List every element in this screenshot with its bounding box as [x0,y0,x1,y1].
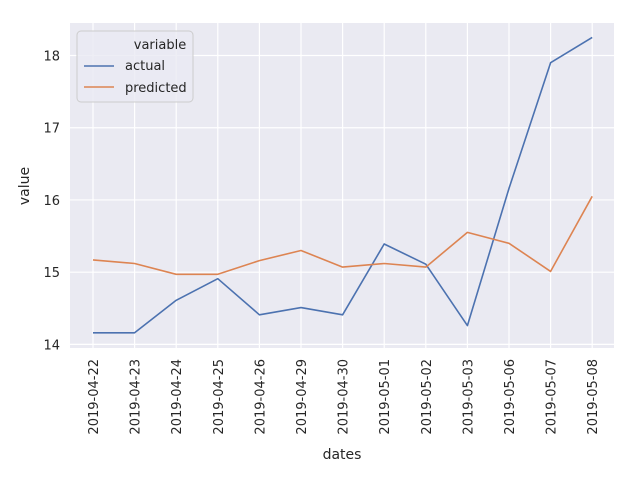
x-tick-label: 2019-04-22 [87,359,102,435]
x-tick-label: 2019-05-06 [503,359,518,435]
x-tick-label: 2019-05-08 [586,359,601,435]
x-tick-label: 2019-04-26 [253,359,268,435]
x-tick-label: 2019-05-01 [378,359,393,435]
x-tick-label: 2019-04-29 [295,359,310,435]
y-tick-label: 18 [43,50,60,65]
y-tick-label: 16 [43,194,60,209]
x-tick-label: 2019-05-03 [461,359,476,435]
y-tick-label: 14 [43,338,60,353]
legend: variable actual predicted [76,30,194,103]
x-tick-labels: 2019-04-22 2019-04-23 2019-04-24 2019-04-25… [87,359,601,435]
series-line-actual [93,36,593,334]
x-tick-label: 2019-04-23 [129,359,144,435]
y-axis-label: value [17,167,33,205]
series-lines [92,36,593,334]
legend-entry-predicted: predicted [125,81,187,96]
series-line-predicted [92,195,593,276]
y-tick-label: 15 [43,266,60,281]
x-axis-label: dates [323,447,362,463]
x-tick-label: 2019-05-02 [420,359,435,435]
x-tick-label: 2019-04-25 [212,359,227,435]
legend-entry-actual: actual [125,59,165,74]
x-tick-label: 2019-04-24 [170,359,185,435]
legend-box [76,30,194,103]
x-tick-label: 2019-05-07 [545,359,560,435]
legend-title: variable [134,38,186,53]
x-tick-label: 2019-04-30 [337,359,352,435]
y-tick-labels: 14 15 16 17 18 [43,50,60,354]
y-tick-label: 17 [43,122,60,137]
